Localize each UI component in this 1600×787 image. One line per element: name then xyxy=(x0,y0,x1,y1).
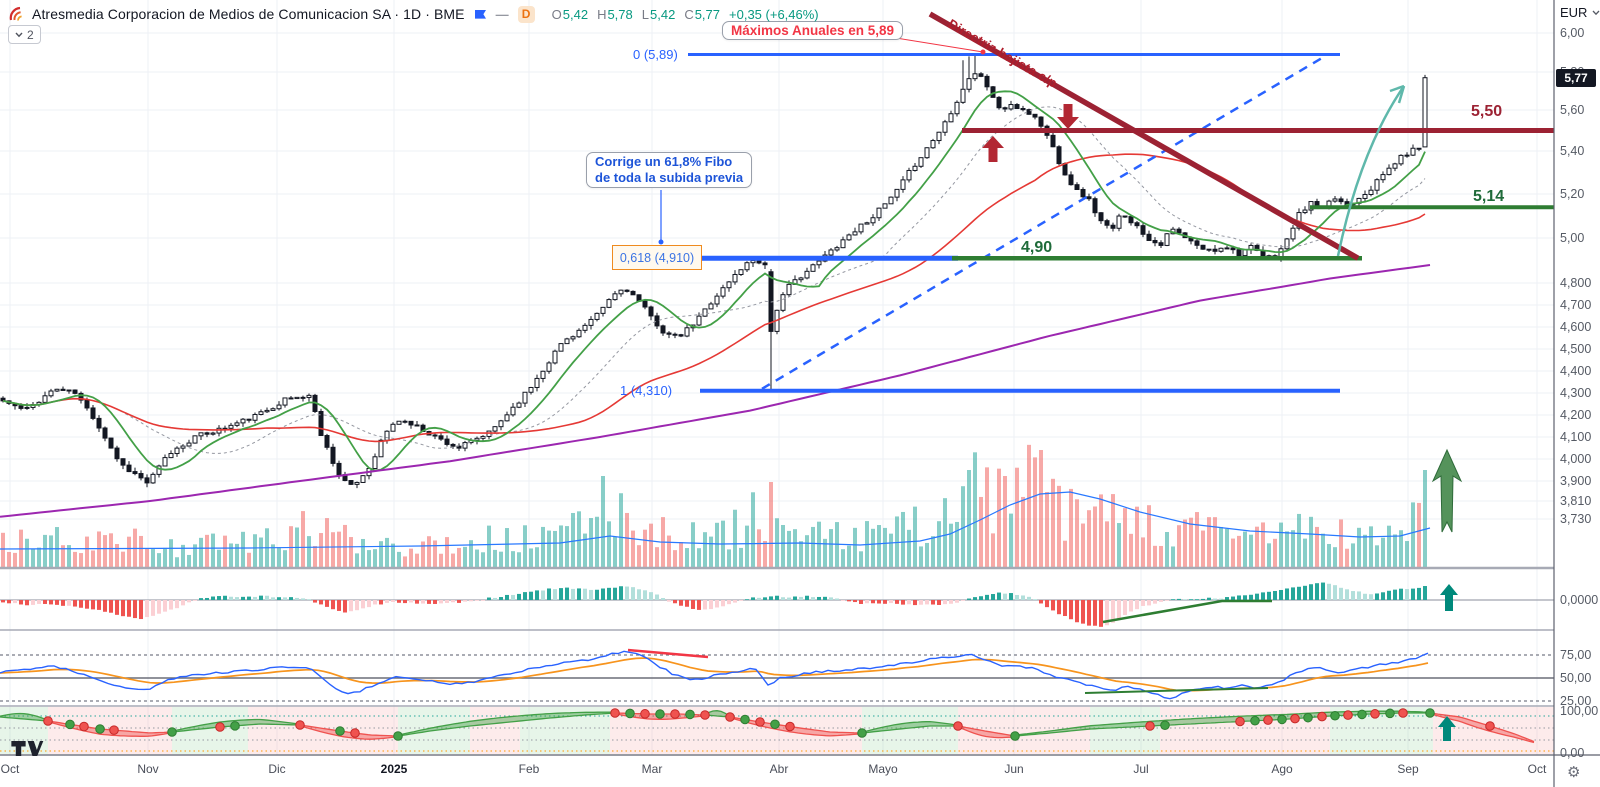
interval-badge[interactable]: D xyxy=(517,5,535,23)
annual-highs-callout[interactable]: Máximos Anuales en 5,89 xyxy=(722,21,904,40)
time-label: Jun xyxy=(1004,762,1024,776)
fibo-note-line2: de toda la subida previa xyxy=(595,170,744,185)
currency-label: EUR xyxy=(1560,5,1588,20)
fib-1-label: 1 (4,310) xyxy=(620,383,673,398)
time-label: Oct xyxy=(1527,762,1547,776)
price-tick: 4,000 xyxy=(1560,452,1592,466)
price-tick: 3,730 xyxy=(1560,512,1592,526)
time-label: Feb xyxy=(518,762,540,776)
time-label: Mar xyxy=(641,762,663,776)
time-label: Mayo xyxy=(868,762,898,776)
time-label: Dic xyxy=(268,762,286,776)
low-label: L xyxy=(641,6,649,22)
open-value: 5,42 xyxy=(562,6,589,22)
time-label: Jul xyxy=(1133,762,1149,776)
price-tick: 4,800 xyxy=(1560,276,1592,290)
chevron-down-icon xyxy=(1592,10,1600,15)
low-value: 5,42 xyxy=(650,6,676,22)
last-price-badge: 5,77 xyxy=(1556,69,1596,87)
time-label: Abr xyxy=(769,762,789,776)
rsi-tick: 75,00 xyxy=(1560,648,1592,662)
axis-settings-gear-icon[interactable]: ⚙ xyxy=(1567,764,1581,781)
change-value: +0,35 (+6,46%) xyxy=(729,6,819,22)
close-value: 5,77 xyxy=(694,6,721,22)
price-tick: 4,500 xyxy=(1560,342,1592,356)
level-514-label: 5,14 xyxy=(1473,188,1505,205)
time-label: Sep xyxy=(1397,762,1419,776)
fibo-note-callout[interactable]: Corrige un 61,8% Fibo de toda la subida … xyxy=(586,152,753,188)
price-tick: 5,40 xyxy=(1560,144,1585,158)
time-label: 2025 xyxy=(380,762,408,776)
bottom-tick: 0,00 xyxy=(1560,746,1585,760)
bottom-tick: 100,00 xyxy=(1560,704,1599,718)
price-tick: 4,700 xyxy=(1560,298,1592,312)
price-tick: 4,300 xyxy=(1560,386,1592,400)
chart-header: Atresmedia Corporacion de Medios de Comu… xyxy=(8,4,819,24)
price-tick: 3,900 xyxy=(1560,474,1592,488)
price-tick: 4,400 xyxy=(1560,364,1592,378)
fib-0618-label-box[interactable]: 0,618 (4,910) xyxy=(612,245,702,270)
time-label: Nov xyxy=(137,762,159,776)
atresmedia-logo-icon xyxy=(9,6,22,21)
fib-0-label: 0 (5,89) xyxy=(633,47,678,62)
indicator-count: 2 xyxy=(27,27,34,42)
ohlc-readout: O 5,42 H 5,78 L 5,42 C 5,77 +0,35 (+6,46%) xyxy=(552,7,819,22)
level-550-label: 5,50 xyxy=(1471,103,1503,120)
rsi-tick: 50,00 xyxy=(1560,671,1592,685)
price-tick: 5,00 xyxy=(1560,231,1585,245)
close-label: C xyxy=(684,6,694,22)
open-label: O xyxy=(551,6,562,22)
price-tick: 5,20 xyxy=(1560,187,1585,201)
time-label: Ago xyxy=(1271,762,1293,776)
macd-tick: 0,0000 xyxy=(1560,593,1599,607)
high-value: 5,78 xyxy=(607,6,633,22)
flag-icon[interactable] xyxy=(474,8,487,21)
price-tick: 3,810 xyxy=(1560,494,1592,508)
currency-selector[interactable]: EUR xyxy=(1560,5,1600,20)
compare-icon[interactable]: — xyxy=(495,6,509,22)
rsi-tick: 25,00 xyxy=(1560,694,1592,708)
price-tick: 4,600 xyxy=(1560,320,1592,334)
time-label: Oct xyxy=(0,762,20,776)
high-label: H xyxy=(597,6,607,22)
level-490-label: 4,90 xyxy=(1021,239,1053,256)
price-tick: 5,60 xyxy=(1560,103,1585,117)
price-tick: 6,00 xyxy=(1560,26,1585,40)
indicators-collapse-chip[interactable]: 2 xyxy=(8,25,41,44)
fibo-note-line1: Corrige un 61,8% Fibo xyxy=(595,154,733,169)
tradingview-logo[interactable] xyxy=(10,739,44,758)
chevron-down-icon xyxy=(15,32,23,37)
price-tick: 4,200 xyxy=(1560,408,1592,422)
price-tick: 4,100 xyxy=(1560,430,1592,444)
symbol-title[interactable]: Atresmedia Corporacion de Medios de Comu… xyxy=(32,6,465,22)
